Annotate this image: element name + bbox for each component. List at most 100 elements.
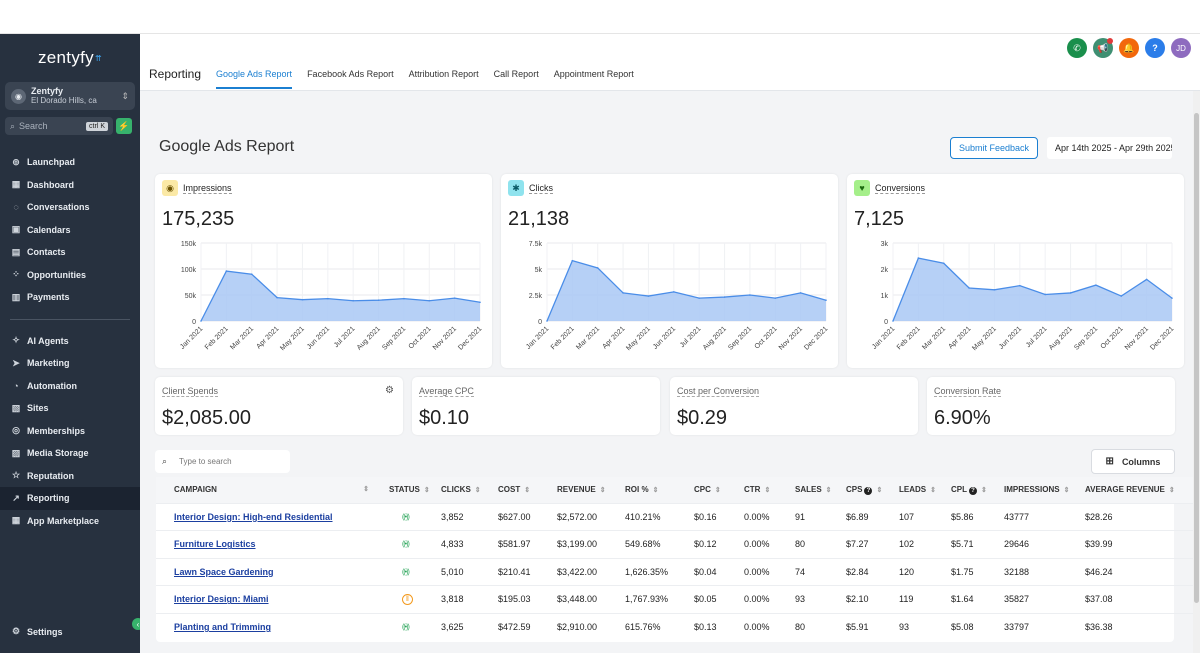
quick-action-bolt-icon[interactable]: ⚡ [116, 118, 132, 134]
table-row[interactable]: Furniture Logistics ((•)) 4,833 $581.97 $3,1… [156, 530, 1194, 558]
y-tick-label: 0 [192, 319, 196, 326]
sidebar-item-settings[interactable]: ⚙ Settings ‹ [0, 618, 144, 644]
sidebar-item-launchpad[interactable]: ⊚ Launchpad [0, 151, 140, 174]
sort-icon[interactable]: ⇕ [714, 487, 721, 495]
table-row[interactable]: Lawn Space Gardening ((•)) 5,010 $210.41 $3,… [156, 557, 1194, 586]
column-header-revenue[interactable]: REVENUE ⇕ [549, 477, 617, 503]
user-avatar[interactable]: JD [1171, 38, 1191, 58]
column-header-cost[interactable]: COST ⇕ [490, 477, 549, 503]
columns-button[interactable]: ⊞ Columns [1091, 449, 1175, 474]
status-paused-icon: ‖ [402, 594, 413, 606]
date-range-picker[interactable]: Apr 14th 2025 - Apr 29th 2025 [1047, 137, 1172, 159]
scrollbar-thumb[interactable] [1194, 113, 1199, 603]
column-header-leads[interactable]: LEADS ⇕ [891, 477, 943, 503]
column-header-average-revenue[interactable]: AVERAGE REVENUE ⇕ [1077, 477, 1194, 503]
sidebar-item-ai-agents[interactable]: ✧ AI Agents [0, 330, 140, 353]
column-header-campaign[interactable]: CAMPAIGN ⇕ [156, 477, 381, 503]
sort-icon[interactable]: ⇕ [825, 487, 832, 495]
table-row[interactable]: Interior Design: High-end Residential ((•… [156, 502, 1194, 531]
column-header-sales[interactable]: SALES ⇕ [787, 477, 838, 503]
sidebar-item-opportunities[interactable]: ⁘ Opportunities [0, 264, 140, 287]
campaign-link[interactable]: Lawn Space Gardening [174, 566, 274, 577]
cell-cpc: $0.05 [686, 585, 736, 613]
tab-google-ads-report[interactable]: Google Ads Report [216, 69, 293, 89]
column-header-status[interactable]: STATUS ⇕ [381, 477, 433, 503]
impressions-chart: 0 50k 100k 150k Jan 2021 Feb 2021 Mar 2021 Apr … [179, 241, 483, 352]
data-point [993, 289, 996, 291]
sort-icon[interactable]: ⇕ [764, 487, 771, 495]
sidebar-item-reputation[interactable]: ☆ Reputation [0, 465, 140, 488]
cell-avg-revenue: $28.26 [1077, 502, 1194, 531]
cost-per-conversion-card: Cost per Conversion $0.29 [670, 377, 918, 435]
sidebar-item-memberships[interactable]: ◎ Memberships [0, 420, 140, 443]
sort-icon[interactable]: ⇕ [1063, 487, 1070, 495]
sidebar-item-calendars[interactable]: ▣ Calendars [0, 219, 140, 242]
column-header-roi-[interactable]: ROI % ⇕ [617, 477, 686, 503]
column-header-impressions[interactable]: IMPRESSIONS ⇕ [996, 477, 1077, 503]
sort-icon[interactable]: ⇕ [524, 487, 531, 495]
sidebar-item-label: Media Storage [27, 448, 89, 459]
account-switcher[interactable]: ◉ Zentyfy El Dorado Hills, ca ⇕ [5, 82, 135, 110]
campaign-link[interactable]: Furniture Logistics [174, 539, 256, 550]
sort-icon[interactable]: ⇕ [1168, 487, 1175, 495]
tab-facebook-ads-report[interactable]: Facebook Ads Report [307, 69, 394, 79]
sidebar-item-sites[interactable]: ▧ Sites [0, 397, 140, 420]
submit-feedback-button[interactable]: Submit Feedback [950, 137, 1038, 159]
sort-icon[interactable]: ⇕ [474, 487, 481, 495]
sort-icon[interactable]: ⇕ [981, 486, 987, 494]
megaphone-icon[interactable]: 📢 [1093, 38, 1113, 58]
info-icon[interactable]: ? [969, 486, 977, 495]
sidebar-item-automation[interactable]: ◔ Automation [0, 375, 140, 398]
column-header-clicks[interactable]: CLICKS ⇕ [433, 477, 490, 503]
x-tick-label: Nov 2021 [1124, 325, 1150, 351]
tab-attribution-report[interactable]: Attribution Report [408, 69, 479, 79]
sort-icon[interactable]: ⇕ [930, 487, 936, 495]
sort-icon[interactable]: ⇕ [652, 487, 659, 495]
sidebar-item-media-storage[interactable]: ▨ Media Storage [0, 442, 140, 465]
sidebar-item-app-marketplace[interactable]: ▦ App Marketplace [0, 510, 140, 533]
tab-call-report[interactable]: Call Report [493, 69, 539, 79]
sidebar-item-payments[interactable]: ▥ Payments [0, 286, 140, 309]
sidebar-search-input[interactable]: ⌕ Search ctrl K [5, 117, 113, 135]
column-header-cps[interactable]: CPS? ⇕ [838, 477, 891, 503]
search-icon: ⌕ [10, 120, 16, 131]
cell-leads: 107 [891, 502, 943, 531]
campaign-link[interactable]: Planting and Trimming [174, 622, 272, 632]
clicks-value: 21,138 [508, 208, 570, 230]
sidebar-item-reporting[interactable]: ↗ Reporting [0, 487, 140, 510]
help-icon[interactable]: ? [1145, 38, 1165, 58]
sidebar-item-contacts[interactable]: ▤ Contacts [0, 241, 140, 264]
data-point [698, 297, 700, 299]
cell-ctr: 0.00% [736, 612, 787, 641]
table-search-input[interactable]: ⌕ Type to search [155, 450, 290, 473]
sidebar-item-marketing[interactable]: ➤ Marketing [0, 352, 140, 375]
sidebar-item-conversations[interactable]: ◌ Conversations [0, 196, 140, 219]
calendar-icon: ▣ [11, 224, 21, 235]
gear-icon[interactable]: ⚙ [385, 385, 394, 396]
phone-icon[interactable]: ✆ [1067, 38, 1087, 58]
app-logo[interactable]: zentyfy ⇈ [38, 48, 102, 67]
page-scrollbar[interactable] [1193, 91, 1200, 653]
sidebar-item-dashboard[interactable]: ▦ Dashboard [0, 174, 140, 197]
data-point [250, 273, 253, 275]
ai-agents-icon: ✧ [12, 335, 20, 346]
sort-icon[interactable]: ⇕ [363, 486, 369, 494]
status-live-icon: ((•)) [402, 624, 410, 631]
column-header-cpc[interactable]: CPC ⇕ [686, 477, 736, 503]
column-header-cpl[interactable]: CPL? ⇕ [943, 477, 996, 503]
sort-icon[interactable]: ⇕ [599, 487, 606, 495]
campaign-link[interactable]: Interior Design: Miami [174, 594, 269, 605]
bell-icon[interactable]: 🔔 [1119, 38, 1139, 58]
sidebar-item-label: Marketing [27, 358, 70, 369]
info-icon[interactable]: ? [864, 486, 873, 495]
table-row[interactable]: Interior Design: Miami ‖ 3,818 $195.03 $3,44… [156, 585, 1194, 613]
data-point [596, 267, 599, 269]
tab-appointment-report[interactable]: Appointment Report [553, 69, 634, 79]
y-tick-label: 2k [881, 267, 889, 274]
column-header-ctr[interactable]: CTR ⇕ [736, 477, 787, 503]
campaign-link[interactable]: Interior Design: High-end Residential [174, 511, 333, 522]
sort-icon[interactable]: ⇕ [876, 486, 883, 494]
sort-icon[interactable]: ⇕ [423, 487, 430, 495]
table-row[interactable]: Planting and Trimming ((•)) 3,625 $472.59 $2… [156, 612, 1194, 641]
data-point [352, 299, 354, 302]
